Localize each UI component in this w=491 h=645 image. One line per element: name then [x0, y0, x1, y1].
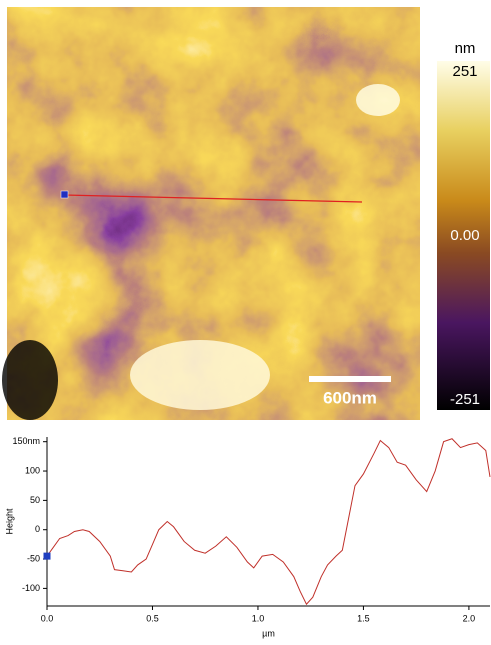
y-tick-label: 100: [25, 465, 40, 475]
colorbar-tick-label: 0.00: [450, 227, 479, 244]
scale-bar: [309, 376, 391, 382]
profile-line: [46, 438, 491, 606]
profile-line: [63, 194, 363, 203]
x-axis-label: µm: [262, 628, 275, 638]
y-axis-label: Height: [4, 508, 14, 535]
colorbar-unit: nm: [455, 40, 476, 57]
x-tick-label: 2.0: [463, 613, 476, 623]
x-tick-label: 1.5: [357, 613, 370, 623]
profile-cursor: [60, 190, 69, 199]
profile-marker: [43, 552, 51, 560]
y-tick-label: 0: [35, 524, 40, 534]
colorbar-tick-label: 251: [452, 63, 477, 80]
y-tick-label: 50: [30, 495, 40, 505]
x-tick-label: 0.0: [41, 613, 54, 623]
x-tick-label: 0.5: [146, 613, 159, 623]
afm-image: 600nm: [2, 7, 420, 420]
x-tick-label: 1.0: [252, 613, 265, 623]
scale-bar-label: 600nm: [323, 388, 377, 407]
colorbar: nm: [437, 40, 490, 410]
y-tick-label: 150nm: [12, 436, 40, 446]
bright-region: [130, 340, 270, 410]
dark-region: [2, 340, 58, 420]
y-tick-label: -100: [22, 583, 40, 593]
bright-region: [356, 84, 400, 116]
y-tick-label: -50: [27, 553, 40, 563]
colorbar-gradient: [437, 61, 490, 410]
colorbar-tick-label: -251: [450, 391, 480, 408]
